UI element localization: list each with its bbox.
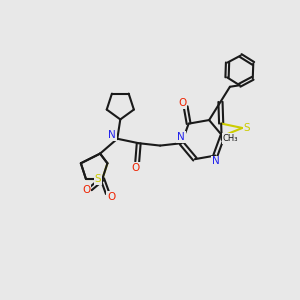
Text: N: N [212, 157, 219, 166]
Text: O: O [82, 185, 90, 195]
Text: N: N [177, 132, 185, 142]
Text: N: N [108, 130, 116, 140]
Text: CH₃: CH₃ [222, 134, 238, 143]
Text: O: O [178, 98, 186, 108]
Text: O: O [132, 163, 140, 172]
Text: S: S [94, 174, 101, 184]
Text: O: O [107, 192, 115, 202]
Text: S: S [244, 123, 250, 133]
